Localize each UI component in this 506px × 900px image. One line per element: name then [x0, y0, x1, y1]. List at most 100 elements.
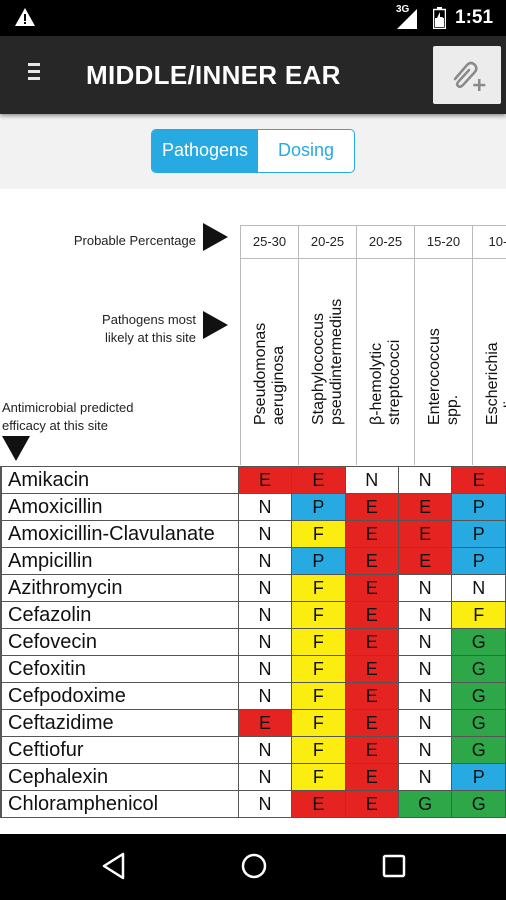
efficacy-cell: E — [344, 655, 399, 683]
efficacy-cell: P — [291, 547, 346, 575]
efficacy-cell: P — [451, 547, 506, 575]
drug-name: Cefovecin — [0, 628, 239, 656]
efficacy-cell: N — [237, 655, 293, 683]
pathogen-header: β-hemolytic streptococci — [356, 259, 414, 465]
efficacy-cell: F — [451, 601, 506, 629]
efficacy-cell: N — [344, 466, 399, 494]
arrow-right-icon — [203, 223, 228, 251]
efficacy-cell: E — [344, 628, 399, 656]
table-row[interactable]: Cefpodoxime N F E N G — [0, 682, 506, 710]
recents-icon[interactable] — [381, 852, 407, 880]
efficacy-cell: P — [451, 763, 506, 791]
efficacy-cell: G — [451, 736, 506, 764]
table-row[interactable]: Amikacin E E N N E — [0, 466, 506, 494]
pathogen-header: Pseudomonas aeruginosa — [240, 259, 298, 465]
drug-name: Ceftazidime — [0, 709, 239, 737]
table-row[interactable]: Cephalexin N F E N P — [0, 763, 506, 791]
efficacy-table: Amikacin E E N N E Amoxicillin N P E E P Amoxicillin… — [0, 466, 506, 818]
arrow-right-icon — [203, 311, 228, 339]
table-row[interactable]: Azithromycin N F E N N — [0, 574, 506, 602]
table-row[interactable]: Ceftiofur N F E N G — [0, 736, 506, 764]
efficacy-cell: P — [291, 493, 346, 521]
efficacy-cell: F — [291, 601, 346, 629]
navigation-bar — [0, 834, 506, 900]
drug-name: Amoxicillin-Clavulanate — [0, 520, 239, 548]
table-row[interactable]: Ceftazidime E F E N G — [0, 709, 506, 737]
efficacy-cell: N — [397, 736, 453, 764]
efficacy-cell: E — [451, 466, 506, 494]
table-row[interactable]: Cefazolin N F E N F — [0, 601, 506, 629]
table-row[interactable]: Chloramphenicol N E E G G — [0, 790, 506, 818]
efficacy-cell: G — [451, 790, 506, 818]
drug-name: Azithromycin — [0, 574, 239, 602]
drug-name: Amoxicillin — [0, 493, 239, 521]
pathogens-label-line2: likely at this site — [104, 330, 196, 345]
efficacy-cell: F — [291, 520, 346, 548]
efficacy-cell: F — [291, 763, 346, 791]
pathogen-percentage: 20-25 — [298, 226, 356, 258]
efficacy-chart: Probable Percentage Pathogens most likel… — [0, 189, 506, 834]
efficacy-cell: N — [397, 628, 453, 656]
efficacy-cell: N — [397, 682, 453, 710]
efficacy-cell: N — [397, 601, 453, 629]
efficacy-cell: P — [451, 493, 506, 521]
pathogen-header: Staphylococcus pseudintermedius — [298, 259, 356, 465]
efficacy-cell: F — [291, 682, 346, 710]
efficacy-cell: N — [397, 709, 453, 737]
pathogen-name: Escherichia coli — [483, 342, 506, 425]
efficacy-cell: E — [344, 790, 399, 818]
pathogen-name: Enterococcus spp. — [425, 328, 461, 425]
efficacy-cell: F — [291, 628, 346, 656]
efficacy-cell: E — [344, 736, 399, 764]
back-icon[interactable] — [101, 852, 127, 880]
efficacy-cell: N — [237, 547, 293, 575]
efficacy-label-line1: Antimicrobial predicted — [2, 400, 134, 415]
clock: 1:51 — [455, 7, 494, 28]
efficacy-cell: E — [344, 709, 399, 737]
table-row[interactable]: Amoxicillin-Clavulanate N F E E P — [0, 520, 506, 548]
probable-percentage-label: Probable Percentage — [73, 233, 196, 248]
efficacy-cell: E — [344, 601, 399, 629]
home-icon[interactable] — [240, 852, 268, 880]
network-type: 3G — [396, 4, 410, 15]
efficacy-cell: G — [397, 790, 453, 818]
table-row[interactable]: Cefovecin N F E N G — [0, 628, 506, 656]
drug-name: Cefazolin — [0, 601, 239, 629]
efficacy-cell: E — [237, 709, 293, 737]
efficacy-cell: E — [344, 520, 399, 548]
table-row[interactable]: Amoxicillin N P E E P — [0, 493, 506, 521]
tab-pathogens[interactable]: Pathogens — [152, 130, 258, 172]
table-row[interactable]: Cefoxitin N F E N G — [0, 655, 506, 683]
warning-icon — [15, 8, 35, 26]
drug-name: Cefoxitin — [0, 655, 239, 683]
app-bar: MIDDLE/INNER EAR — [0, 36, 506, 114]
table-row[interactable]: Ampicillin N P E E P — [0, 547, 506, 575]
pathogen-percentage: 25-30 — [240, 226, 298, 258]
efficacy-cell: N — [397, 655, 453, 683]
efficacy-cell: N — [237, 520, 293, 548]
efficacy-cell: F — [291, 655, 346, 683]
efficacy-cell: E — [344, 763, 399, 791]
signal-icon — [397, 9, 417, 29]
efficacy-cell: E — [344, 574, 399, 602]
tab-dosing[interactable]: Dosing — [277, 140, 335, 160]
efficacy-cell: E — [344, 682, 399, 710]
efficacy-cell: E — [291, 466, 346, 494]
arrow-down-icon — [2, 436, 30, 461]
pathogen-header: Escherichia coli — [472, 259, 506, 465]
pathogen-header: Enterococcus spp. — [414, 259, 472, 465]
efficacy-cell: E — [291, 790, 346, 818]
pathogen-percentage: 20-25 — [356, 226, 414, 258]
drug-name: Chloramphenicol — [0, 790, 239, 818]
efficacy-cell: N — [397, 763, 453, 791]
efficacy-cell: N — [451, 574, 506, 602]
efficacy-cell: E — [397, 520, 453, 548]
pathogen-name: Pseudomonas aeruginosa — [251, 322, 287, 425]
menu-icon[interactable] — [22, 63, 46, 87]
efficacy-cell: E — [397, 547, 453, 575]
efficacy-cell: E — [344, 493, 399, 521]
efficacy-cell: N — [237, 736, 293, 764]
efficacy-cell: N — [237, 601, 293, 629]
efficacy-cell: N — [397, 466, 453, 494]
attach-button[interactable] — [433, 46, 501, 104]
